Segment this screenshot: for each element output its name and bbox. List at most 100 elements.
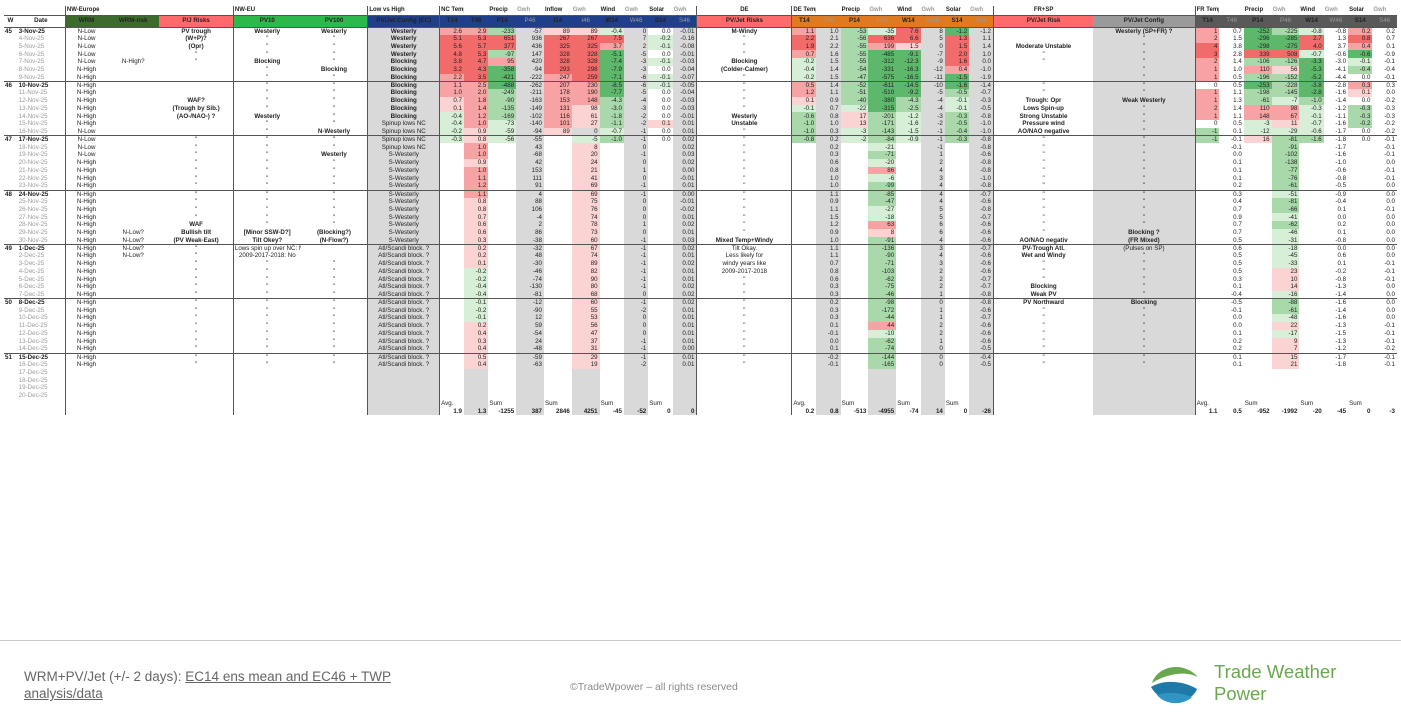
data-cell [1299, 229, 1323, 237]
data-cell: N-High [64, 197, 108, 206]
data-cell [648, 376, 672, 384]
week-number [4, 35, 17, 43]
data-cell [1244, 338, 1272, 346]
summary-value: 1.3 [464, 407, 489, 416]
data-cell [544, 392, 572, 400]
data-cell: 0.1 [1233, 166, 1242, 174]
data-cell: -6 [868, 174, 897, 183]
summary-value: 0.8 [816, 407, 841, 416]
data-cell: " [300, 80, 368, 90]
data-cell [1244, 143, 1272, 151]
data-cell: 1.1 [1233, 89, 1242, 97]
data-cell: " [232, 345, 301, 354]
data-cell: Tilt Okey? [232, 236, 301, 245]
data-cell [791, 275, 817, 284]
data-cell: -3 [1243, 120, 1272, 128]
data-cell: 0.1 [1233, 159, 1242, 167]
data-cell: -0.4 [599, 26, 624, 35]
data-cell: 0.5 [1233, 120, 1242, 128]
data-cell [791, 306, 817, 315]
data-cell [107, 189, 160, 198]
data-cell [1244, 275, 1272, 283]
data-cell: " [1093, 143, 1196, 152]
data-cell: " [300, 135, 368, 144]
data-cell [896, 330, 920, 338]
data-cell: 1.0 [816, 236, 841, 245]
data-cell: 1.5 [816, 213, 841, 222]
data-cell [1244, 307, 1272, 315]
column-header: W14 [599, 15, 624, 27]
data-cell: 7.5 [599, 34, 624, 43]
data-cell: " [159, 298, 234, 307]
data-cell [816, 376, 841, 385]
data-cell: 0.8 [1348, 34, 1373, 43]
data-cell: " [696, 329, 792, 338]
group-header: NW-Europe [64, 6, 108, 16]
summary-blank [1372, 400, 1397, 408]
data-cell: " [332, 260, 336, 268]
data-cell: " [232, 197, 301, 206]
data-cell [544, 229, 572, 237]
data-cell [648, 307, 672, 315]
data-cell [791, 236, 817, 245]
date-cell: 20-Dec-25 [18, 392, 48, 400]
data-cell [945, 206, 969, 214]
data-cell [841, 229, 869, 237]
data-cell [107, 89, 159, 97]
data-cell: 63 [868, 221, 897, 229]
data-cell: 24 [571, 158, 600, 167]
data-cell [600, 330, 624, 338]
data-cell: 0.3 [1219, 189, 1244, 198]
data-cell: -0.8 [791, 135, 817, 144]
data-cell: -0.8 [969, 182, 994, 191]
data-cell [1299, 143, 1323, 151]
summary-value: 0.2 [791, 407, 817, 416]
data-cell [600, 338, 624, 346]
data-cell: " [194, 151, 198, 159]
data-cell: -4.3 [896, 96, 921, 105]
data-cell: 60 [571, 298, 600, 307]
data-cell: 0.0 [1386, 306, 1395, 314]
data-cell: N-High [64, 174, 108, 183]
data-cell [1244, 260, 1272, 268]
data-cell: N-High [64, 213, 108, 222]
table-row: 22-Nov-25 N-High " " " S-Westerly 1.1 111 41 0 -0.… [4, 174, 1397, 183]
data-cell: -1.0 [969, 120, 994, 128]
data-cell: -1 [623, 127, 649, 136]
data-cell: N-High [64, 352, 108, 361]
data-cell: 0 [623, 26, 649, 35]
data-cell: -0.6 [969, 306, 994, 315]
data-cell: -0.1 [1384, 322, 1395, 330]
data-cell: 4 [920, 197, 945, 206]
data-cell: " [332, 345, 336, 353]
data-cell: -75 [868, 283, 897, 291]
group-header: Gwh [1372, 6, 1397, 16]
data-cell [1244, 252, 1272, 260]
data-cell: 0.9 [816, 228, 841, 237]
data-cell: -0.8 [969, 143, 994, 152]
data-cell [1299, 361, 1323, 369]
group-header: Gwh [1271, 6, 1300, 16]
data-cell: Westerly [367, 42, 440, 51]
data-cell: -17 [1271, 329, 1300, 338]
data-cell: 0.1 [1337, 260, 1347, 268]
data-cell: -1 [623, 151, 649, 159]
data-cell: 0.0 [1372, 243, 1397, 253]
summary-blank [696, 399, 792, 408]
footnote-link[interactable]: EC14 ens mean and EC46 + TWP analysis/da… [24, 669, 392, 701]
data-cell: -249 [488, 89, 517, 97]
data-cell [1243, 352, 1272, 361]
date-cell: 13-Dec-25 [18, 337, 48, 345]
data-cell: " [232, 127, 301, 136]
data-cell: " [332, 290, 336, 298]
data-cell: -1 [623, 345, 649, 354]
data-cell: -1 [623, 352, 649, 361]
summary-blank [17, 400, 66, 408]
data-cell [107, 80, 160, 90]
data-cell [600, 143, 624, 151]
data-cell: N-High [64, 275, 108, 284]
data-cell [544, 237, 572, 245]
table-row: 6-Dec-25 N-High " " " Atl/Scandi block. ? -0.4… [4, 283, 1397, 291]
data-cell: " [993, 322, 1094, 330]
data-cell: " [993, 135, 1094, 144]
